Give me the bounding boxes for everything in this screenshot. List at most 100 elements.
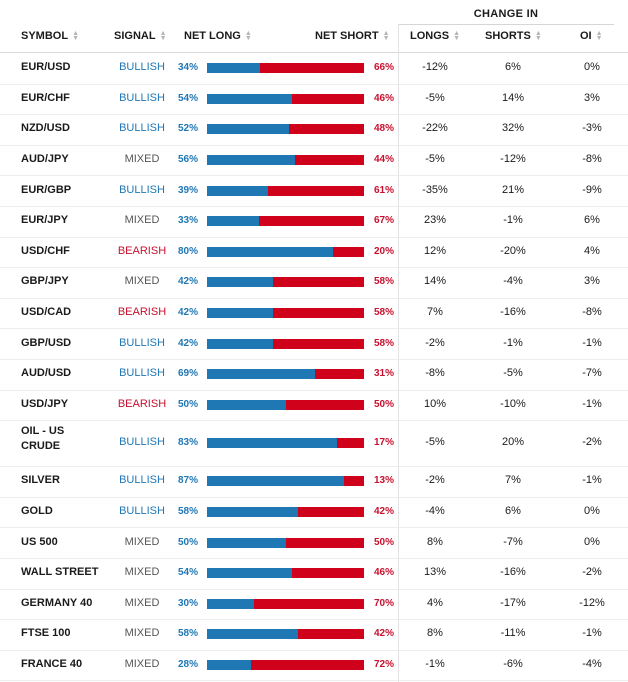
column-header-oi[interactable]: OI ▲ ▼	[580, 30, 603, 42]
symbol-cell[interactable]: EUR/USD	[21, 61, 71, 74]
symbol-cell[interactable]: FRANCE 40	[21, 658, 83, 671]
oi-change: -1%	[582, 397, 602, 410]
sentiment-bar	[207, 537, 364, 548]
column-header-net-long[interactable]: NET LONG ▲ ▼	[184, 30, 252, 42]
table-row[interactable]: SILVER BULLISH 87% 13% -2% 7% -1%	[0, 466, 628, 498]
sentiment-bar	[207, 629, 364, 640]
sentiment-bar	[207, 124, 364, 135]
symbol-cell[interactable]: US 500	[21, 535, 58, 548]
longs-change: 8%	[427, 627, 443, 640]
net-short-percent: 13%	[374, 475, 395, 487]
net-long-bar-fill	[207, 124, 289, 135]
symbol-cell[interactable]: FTSE 100	[21, 627, 71, 640]
signal-label: MIXED	[124, 214, 160, 227]
symbol-cell[interactable]: AUD/JPY	[21, 153, 69, 166]
symbol-cell[interactable]: USD/JPY	[21, 397, 69, 410]
table-row[interactable]: EUR/CHF BULLISH 54% 46% -5% 14% 3%	[0, 84, 628, 116]
symbol-cell[interactable]: OIL - US CRUDE	[21, 424, 64, 454]
shorts-change: 7%	[505, 474, 521, 487]
table-row[interactable]: USD/CAD BEARISH 42% 58% 7% -16% -8%	[0, 298, 628, 330]
symbol-cell[interactable]: EUR/CHF	[21, 91, 70, 104]
net-short-percent: 70%	[374, 597, 395, 609]
symbol-cell[interactable]: GBP/USD	[21, 336, 72, 349]
table-row[interactable]: WALL STREET MIXED 54% 46% 13% -16% -2%	[0, 558, 628, 590]
table-row[interactable]: EUR/JPY MIXED 33% 67% 23% -1% 6%	[0, 206, 628, 238]
symbol-cell[interactable]: AUD/USD	[21, 367, 72, 380]
longs-change: 8%	[427, 535, 443, 548]
table-row[interactable]: GBP/USD BULLISH 42% 58% -2% -1% -1%	[0, 328, 628, 360]
table-row[interactable]: EUR/GBP BULLISH 39% 61% -35% 21% -9%	[0, 175, 628, 207]
net-long-percent: 80%	[178, 245, 199, 257]
longs-change: 12%	[423, 244, 447, 257]
table-row[interactable]: FTSE 100 MIXED 58% 42% 8% -11% -1%	[0, 619, 628, 651]
column-header-signal[interactable]: SIGNAL ▲ ▼	[114, 30, 167, 42]
net-long-bar-fill	[207, 63, 261, 74]
table-row[interactable]: OIL - US CRUDE BULLISH 83% 17% -5% 20% -2%	[0, 420, 628, 468]
sentiment-bar	[207, 476, 364, 487]
symbol-cell[interactable]: EUR/JPY	[21, 214, 69, 227]
net-long-bar-fill	[207, 629, 299, 640]
net-short-percent: 58%	[374, 276, 395, 288]
symbol-cell[interactable]: NZD/USD	[21, 122, 70, 135]
sentiment-bar	[207, 246, 364, 257]
symbol-cell[interactable]: EUR/GBP	[21, 183, 72, 196]
net-long-percent: 69%	[178, 368, 199, 380]
symbol-cell[interactable]: GBP/JPY	[21, 275, 69, 288]
table-row[interactable]: GERMANY 40 MIXED 30% 70% 4% -17% -12%	[0, 589, 628, 621]
oi-change: 0%	[584, 61, 600, 74]
longs-change: 4%	[427, 596, 443, 609]
net-long-percent: 39%	[178, 184, 199, 196]
table-row[interactable]: US 500 MIXED 50% 50% 8% -7% 0%	[0, 527, 628, 559]
oi-change: -12%	[579, 596, 605, 609]
net-long-bar-fill	[207, 476, 344, 487]
column-header-net-short[interactable]: NET SHORT ▲ ▼	[315, 30, 390, 42]
table-row[interactable]: EUR/USD BULLISH 34% 66% -12% 6% 0%	[0, 53, 628, 85]
longs-change: -35%	[422, 183, 448, 196]
net-short-percent: 46%	[374, 92, 395, 104]
symbol-cell[interactable]: WALL STREET	[21, 566, 99, 579]
sentiment-bar	[207, 568, 364, 579]
table-row[interactable]: GOLD BULLISH 58% 42% -4% 6% 0%	[0, 497, 628, 529]
longs-change: -8%	[425, 367, 445, 380]
net-long-bar-fill	[207, 438, 338, 449]
symbol-line: CRUDE	[21, 440, 61, 453]
sentiment-bar	[207, 507, 364, 518]
table-row[interactable]: USD/CHF BEARISH 80% 20% 12% -20% 4%	[0, 237, 628, 269]
net-long-percent: 50%	[178, 398, 199, 410]
sentiment-bar	[207, 308, 364, 319]
column-header-shorts[interactable]: SHORTS ▲ ▼	[485, 30, 542, 42]
net-short-percent: 17%	[374, 437, 395, 449]
sentiment-bar	[207, 438, 364, 449]
signal-label: BULLISH	[119, 367, 165, 380]
shorts-change: -1%	[503, 336, 523, 349]
table-row[interactable]: FRANCE 40 MIXED 28% 72% -1% -6% -4%	[0, 650, 628, 682]
net-long-bar-fill	[207, 369, 316, 380]
shorts-change: 21%	[501, 183, 525, 196]
table-row[interactable]: GBP/JPY MIXED 42% 58% 14% -4% 3%	[0, 267, 628, 299]
oi-change: -7%	[582, 367, 602, 380]
net-long-percent: 42%	[178, 337, 199, 349]
longs-change: -5%	[425, 436, 445, 449]
oi-change: -9%	[582, 183, 602, 196]
shorts-change: -6%	[503, 658, 523, 671]
table-row[interactable]: AUD/USD BULLISH 69% 31% -8% -5% -7%	[0, 359, 628, 391]
signal-label: BULLISH	[119, 122, 165, 135]
symbol-cell[interactable]: SILVER	[21, 474, 60, 487]
shorts-change: 32%	[501, 122, 525, 135]
column-header-symbol[interactable]: SYMBOL ▲ ▼	[21, 30, 79, 42]
table-row[interactable]: NZD/USD BULLISH 52% 48% -22% 32% -3%	[0, 114, 628, 146]
net-long-bar-fill	[207, 507, 299, 518]
sentiment-bar	[207, 63, 364, 74]
table-row[interactable]: USD/JPY BEARISH 50% 50% 10% -10% -1%	[0, 390, 628, 422]
sort-icon: ▲ ▼	[159, 30, 167, 42]
symbol-cell[interactable]: GOLD	[21, 505, 53, 518]
net-short-percent: 58%	[374, 337, 395, 349]
symbol-cell[interactable]: USD/CHF	[21, 244, 70, 257]
net-long-percent: 54%	[178, 92, 199, 104]
column-header-longs[interactable]: LONGS ▲ ▼	[410, 30, 461, 42]
net-long-percent: 42%	[178, 276, 199, 288]
table-row[interactable]: AUD/JPY MIXED 56% 44% -5% -12% -8%	[0, 145, 628, 177]
symbol-cell[interactable]: GERMANY 40	[21, 596, 93, 609]
symbol-cell[interactable]: USD/CAD	[21, 306, 72, 319]
oi-change: 0%	[584, 535, 600, 548]
